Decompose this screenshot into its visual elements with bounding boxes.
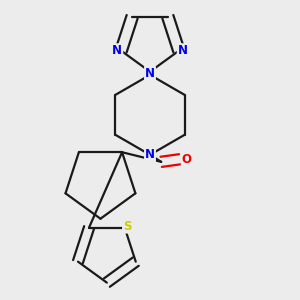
Text: N: N bbox=[178, 44, 188, 57]
Text: N: N bbox=[145, 148, 155, 161]
Text: N: N bbox=[145, 67, 155, 80]
Text: N: N bbox=[112, 44, 122, 57]
Text: O: O bbox=[182, 153, 192, 166]
Text: S: S bbox=[123, 220, 131, 232]
